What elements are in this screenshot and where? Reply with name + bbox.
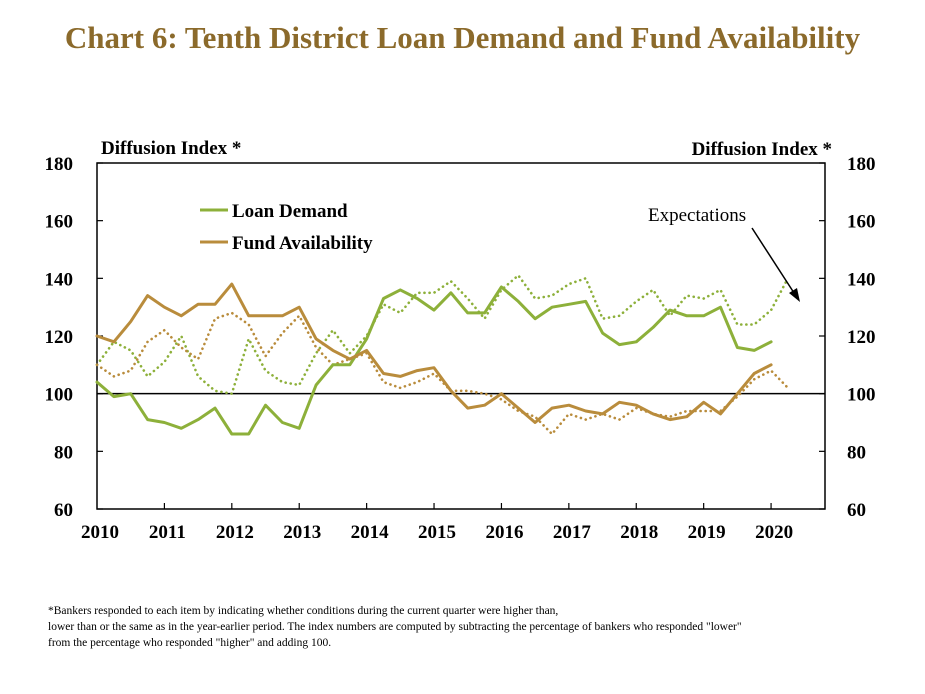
series-line-fund-availability [95,282,773,424]
y-tick-label-right: 100 [847,385,876,406]
x-tick-label: 2019 [688,522,726,543]
x-tick-label: 2012 [216,522,254,543]
y-tick-label-right: 120 [847,327,876,348]
y-tick-label-right: 140 [847,269,876,290]
y-tick-label-left: 160 [45,212,74,233]
footnote-line-3: from the percentage who responded "highe… [48,637,332,649]
y-tick-label-left: 120 [45,327,74,348]
x-tick-label: 2011 [149,522,186,543]
x-tick-label: 2020 [755,522,793,543]
y-tick-label-left: 180 [45,154,74,175]
legend: Loan Demand Fund Availability [200,201,373,254]
x-tick-label: 2018 [620,522,658,543]
footnote: *Bankers responded to each item by indic… [48,603,908,651]
x-tick-label: 2010 [81,522,119,543]
series-line-loan-demand-expectations [95,274,790,396]
y-axis-label-left: Diffusion Index * [101,138,241,159]
y-tick-label-left: 60 [54,500,73,521]
y-tick-label-left: 80 [54,442,73,463]
y-tick-label-left: 140 [45,269,74,290]
y-axis-label-right: Diffusion Index * [692,139,832,160]
chart-title: Chart 6: Tenth District Loan Demand and … [64,20,861,55]
annotation-expectations: Expectations [648,205,746,226]
annotation-arrow [751,227,797,297]
x-tick-label: 2017 [553,522,592,543]
y-tick-label-right: 80 [847,442,866,463]
footnote-line-2: lower than or the same as in the year-ea… [48,621,742,633]
series-line-fund-availability-expectations [95,311,790,436]
footnote-line-1: *Bankers responded to each item by indic… [48,605,559,617]
annotation-arrowhead [789,288,800,302]
y-tick-label-left: 100 [45,385,74,406]
series-line-loan-demand [95,285,773,436]
y-tick-label-right: 160 [847,212,876,233]
x-tick-label: 2016 [485,522,523,543]
x-tick-label: 2015 [418,522,456,543]
x-tick-label: 2014 [351,522,390,543]
legend-label-fund-availability: Fund Availability [232,233,373,254]
y-tick-label-right: 180 [847,154,876,175]
y-tick-label-right: 60 [847,500,866,521]
x-tick-label: 2013 [283,522,321,543]
legend-label-loan-demand: Loan Demand [232,201,348,222]
